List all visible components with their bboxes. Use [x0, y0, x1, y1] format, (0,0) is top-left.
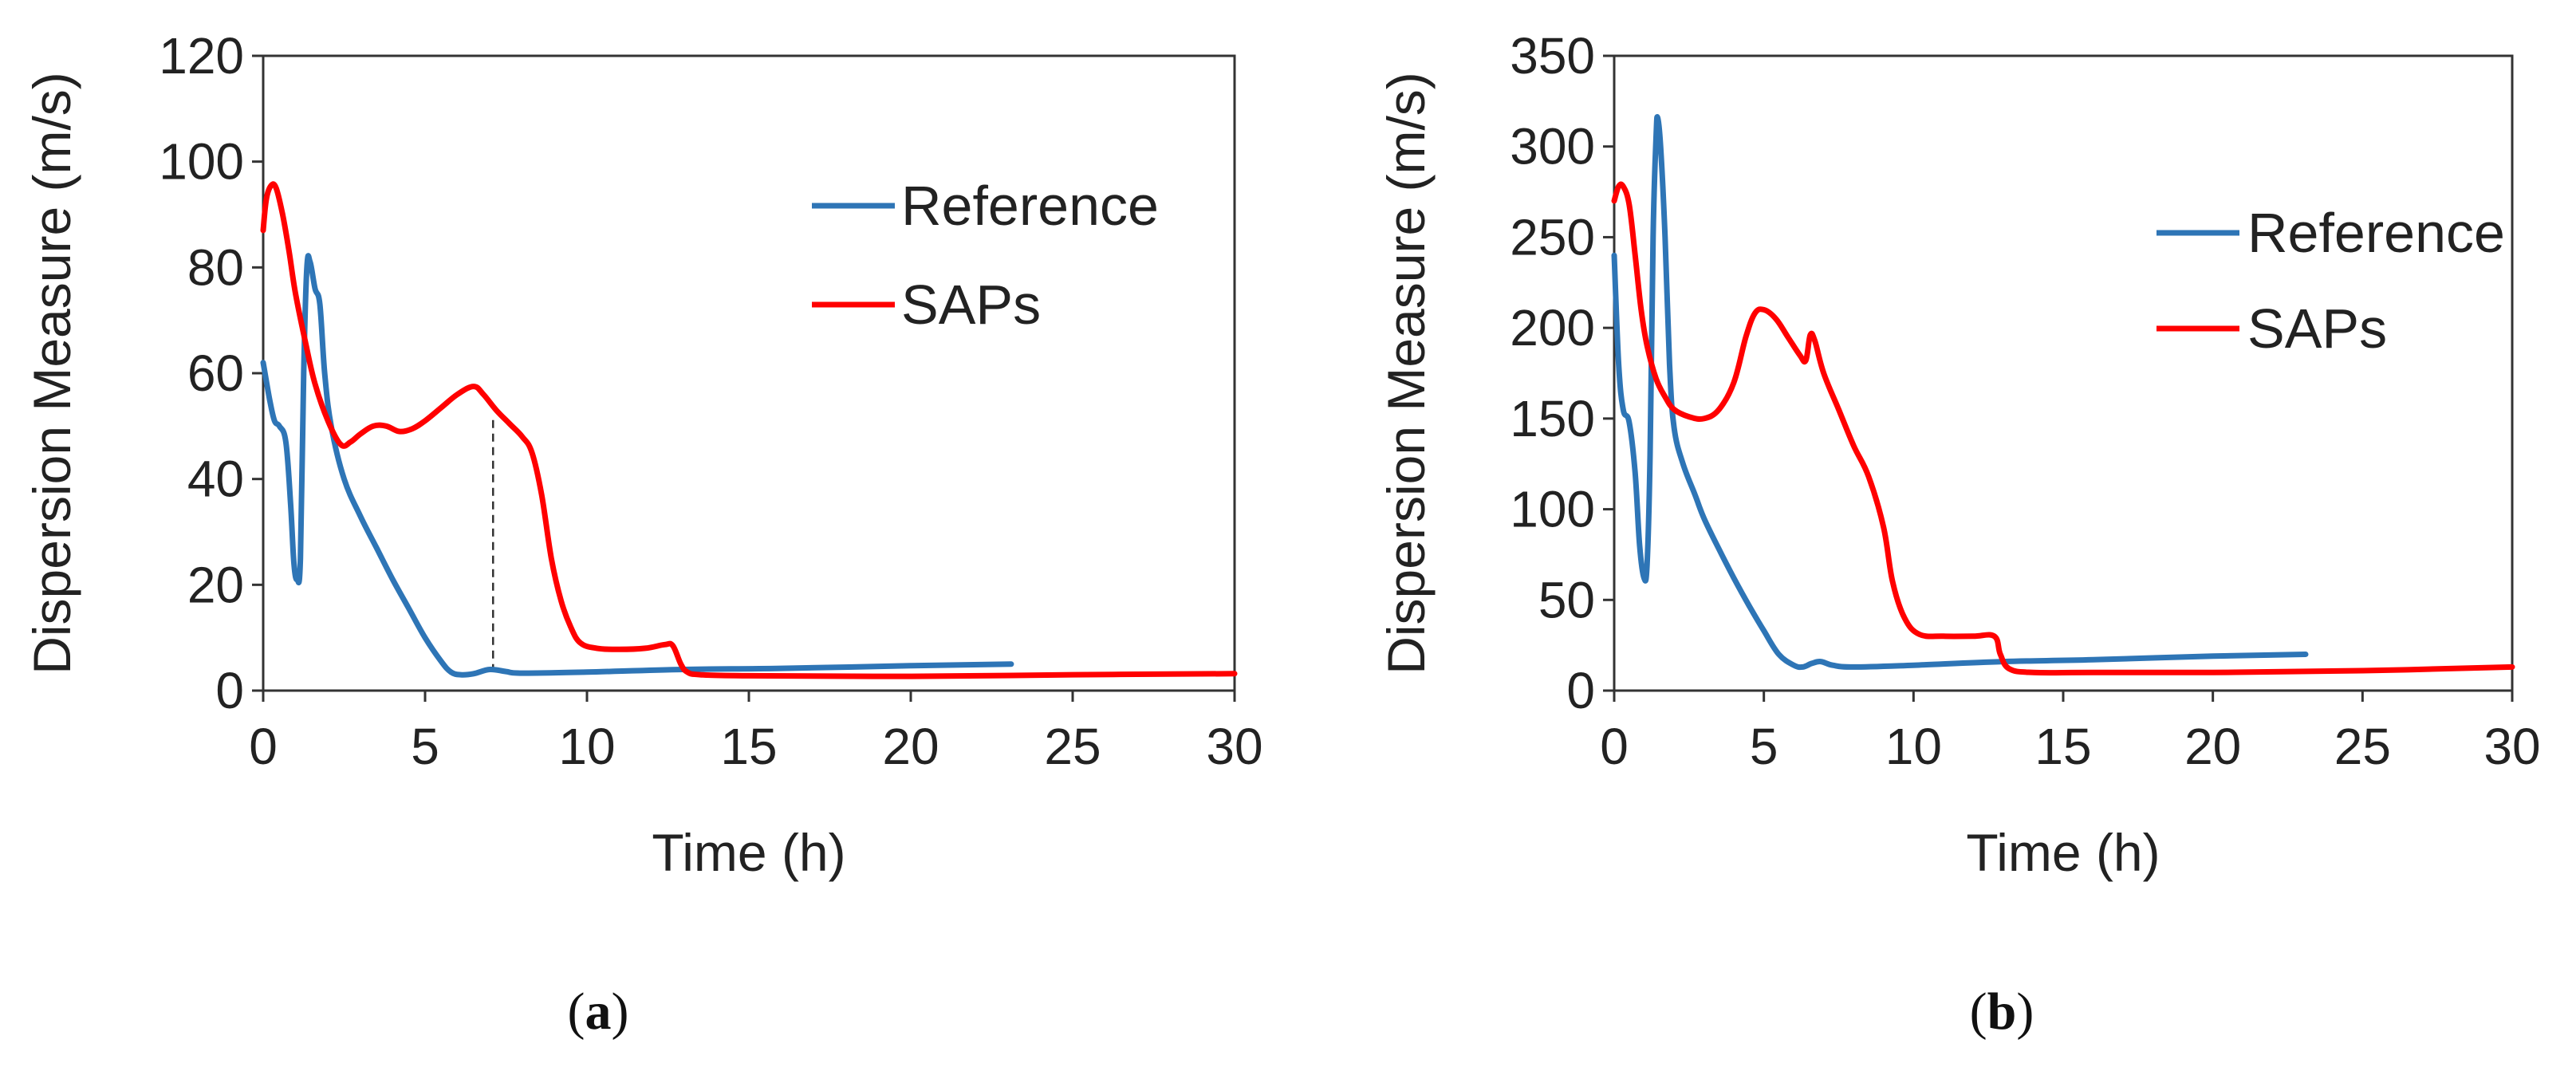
x-tick-label: 20	[2184, 718, 2241, 775]
caption-close-paren: )	[2016, 982, 2034, 1041]
x-tick-label: 5	[411, 718, 439, 775]
legend-label-reference: Reference	[2247, 202, 2505, 264]
y-tick-label: 20	[187, 556, 244, 613]
y-tick-label: 350	[1510, 27, 1595, 85]
series-line-reference	[260, 253, 1014, 678]
caption-letter: a	[585, 982, 612, 1041]
y-tick-label: 80	[187, 238, 244, 296]
x-axis-title: Time (h)	[652, 823, 845, 882]
y-tick-label: 0	[215, 662, 244, 719]
series-line-saps	[260, 181, 1238, 679]
x-tick-label: 10	[1885, 718, 1942, 775]
x-tick-label: 15	[2034, 718, 2091, 775]
plot-frame	[1613, 54, 2514, 692]
y-tick-label: 300	[1510, 118, 1595, 175]
y-tick-label: 200	[1510, 299, 1595, 356]
y-tick-label: 120	[159, 27, 244, 85]
x-tick-label: 5	[1750, 718, 1778, 775]
legend-label-reference: Reference	[901, 175, 1159, 237]
y-axis-title: Dispersion Measure (m/s)	[1377, 72, 1436, 675]
x-tick-label: 0	[249, 718, 278, 775]
y-tick-label: 40	[187, 451, 244, 508]
x-tick-label: 0	[1600, 718, 1629, 775]
x-tick-label: 25	[1044, 718, 1101, 775]
y-tick-label: 100	[159, 133, 244, 191]
x-tick-label: 25	[2334, 718, 2391, 775]
y-tick-label: 150	[1510, 390, 1595, 447]
x-axis-title: Time (h)	[1966, 823, 2160, 882]
x-tick-label: 30	[1206, 718, 1262, 775]
y-tick-label: 100	[1510, 481, 1595, 538]
y-tick-label: 250	[1510, 208, 1595, 266]
panel-caption: (a)	[568, 982, 629, 1041]
x-tick-label: 20	[882, 718, 939, 775]
y-tick-label: 50	[1538, 571, 1595, 628]
y-tick-label: 0	[1566, 662, 1595, 719]
legend-label-saps: SAPs	[901, 274, 1041, 336]
y-axis-title: Dispersion Measure (m/s)	[22, 72, 81, 675]
caption-letter: b	[1987, 982, 2017, 1041]
caption-open-paren: (	[1970, 982, 1987, 1041]
y-tick-label: 60	[187, 345, 244, 402]
legend-label-saps: SAPs	[2247, 297, 2387, 360]
plot-frame	[262, 54, 1236, 692]
caption-open-paren: (	[568, 982, 585, 1041]
series-line-saps	[1611, 181, 2515, 676]
x-tick-label: 30	[2483, 718, 2540, 775]
panel-caption: (b)	[1970, 982, 2034, 1041]
x-tick-label: 15	[720, 718, 777, 775]
series-line-reference	[1611, 114, 2309, 671]
x-tick-label: 10	[558, 718, 615, 775]
panel-a: 0 5 10 15 20 25 30 0 20 40 60 80 100 120 Time (h) Dispe…	[22, 27, 1263, 1041]
caption-close-paren: )	[612, 982, 629, 1041]
